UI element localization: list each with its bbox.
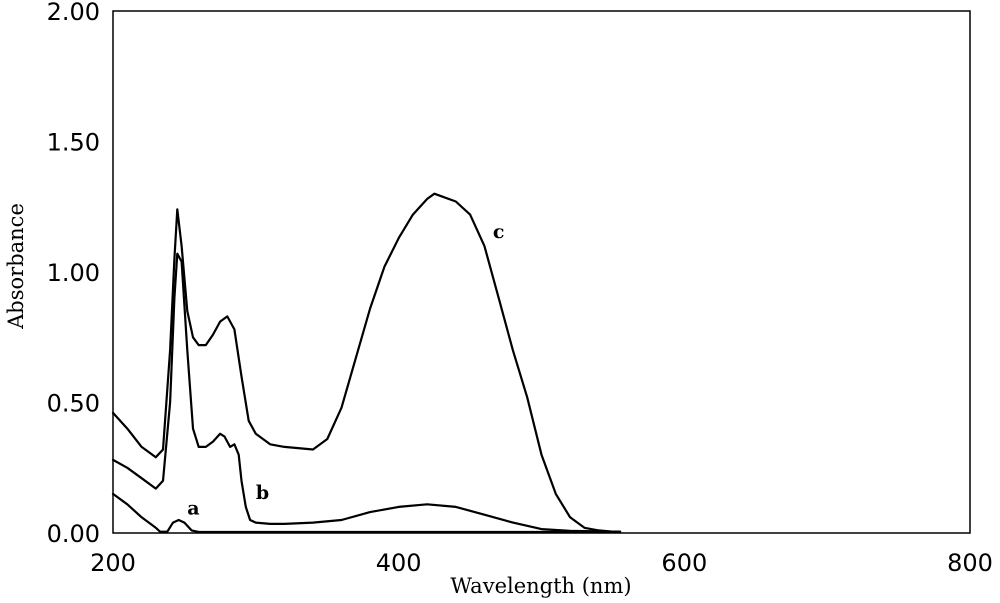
y-tick-label: 0.50 (47, 390, 100, 418)
y-tick-label: 2.00 (47, 0, 100, 26)
x-tick-label: 800 (947, 549, 993, 577)
y-tick-label: 0.00 (47, 520, 100, 548)
x-axis-title: Wavelength (nm) (450, 574, 631, 598)
x-tick-label: 400 (376, 549, 422, 577)
y-tick-label: 1.50 (47, 129, 100, 157)
y-tick-label: 1.00 (47, 259, 100, 287)
curve-label-c: c (493, 221, 505, 243)
annotation-group: a b c (187, 221, 504, 520)
x-tick-label: 200 (90, 549, 136, 577)
series-c-line (111, 192, 622, 533)
tick-group: 200 400 600 800 0.00 0.50 1.00 1.50 2.00 (47, 0, 993, 577)
y-axis-title: Absorbance (4, 203, 28, 330)
curve-label-b: b (256, 482, 269, 504)
series-a-line (111, 492, 622, 534)
x-tick-label: 600 (661, 549, 707, 577)
series-b-line (111, 252, 622, 533)
curve-label-a: a (187, 498, 199, 520)
curve-group (111, 192, 622, 534)
